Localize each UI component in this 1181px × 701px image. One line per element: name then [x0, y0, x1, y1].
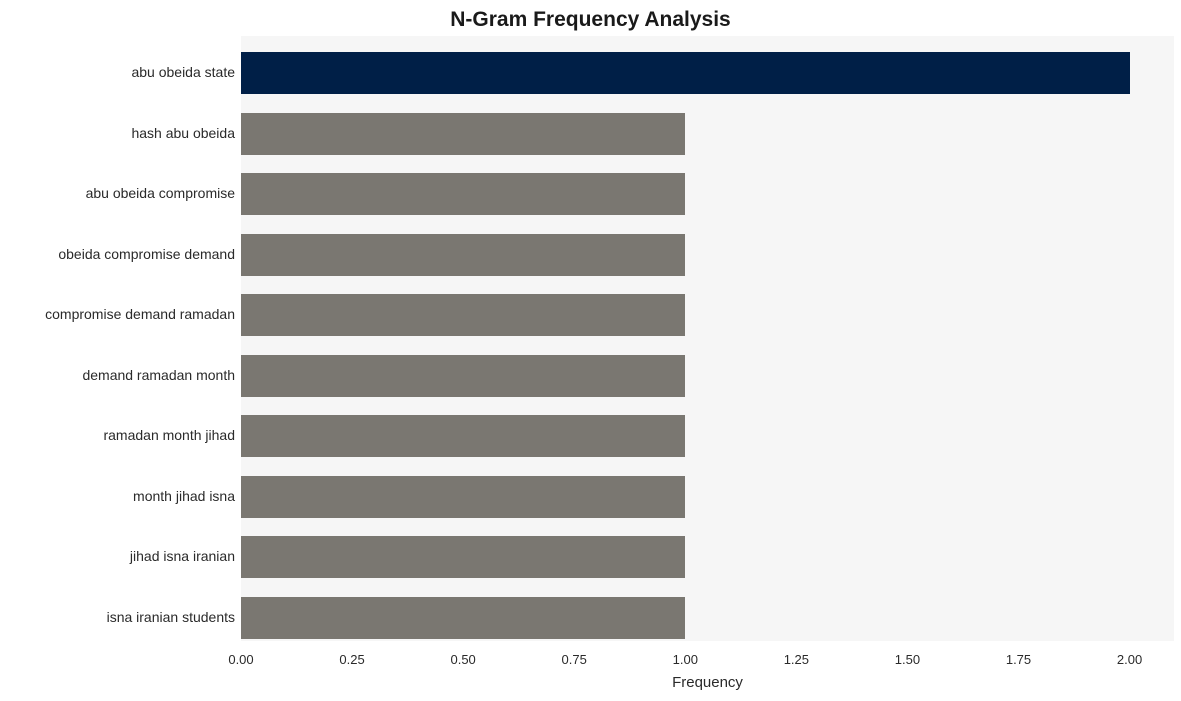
y-axis-label: demand ramadan month [82, 367, 235, 383]
plot-area [241, 36, 1174, 641]
y-axis-label: abu obeida compromise [86, 185, 235, 201]
bar [241, 173, 685, 215]
bar [241, 415, 685, 457]
y-axis-label: compromise demand ramadan [45, 306, 235, 322]
ngram-chart: N-Gram Frequency Analysis abu obeida sta… [0, 0, 1181, 701]
bar [241, 52, 1130, 94]
y-axis-label: abu obeida state [131, 64, 235, 80]
bar [241, 536, 685, 578]
bar [241, 355, 685, 397]
x-tick-label: 0.00 [228, 652, 253, 667]
x-axis-title: Frequency [241, 674, 1174, 691]
bar [241, 476, 685, 518]
y-axis-label: ramadan month jihad [103, 427, 235, 443]
x-tick-label: 1.00 [673, 652, 698, 667]
chart-title: N-Gram Frequency Analysis [0, 8, 1181, 32]
bar [241, 113, 685, 155]
y-axis-label: hash abu obeida [131, 125, 235, 141]
x-tick-label: 0.75 [562, 652, 587, 667]
x-tick-label: 1.25 [784, 652, 809, 667]
y-axis-label: month jihad isna [133, 488, 235, 504]
y-axis-label: obeida compromise demand [58, 246, 235, 262]
y-axis-label: isna iranian students [107, 609, 235, 625]
x-tick-label: 2.00 [1117, 652, 1142, 667]
x-tick-label: 1.75 [1006, 652, 1031, 667]
bar [241, 597, 685, 639]
bar [241, 234, 685, 276]
x-tick-label: 0.50 [450, 652, 475, 667]
y-axis-label: jihad isna iranian [130, 548, 235, 564]
x-tick-label: 0.25 [339, 652, 364, 667]
x-tick-label: 1.50 [895, 652, 920, 667]
bar [241, 294, 685, 336]
